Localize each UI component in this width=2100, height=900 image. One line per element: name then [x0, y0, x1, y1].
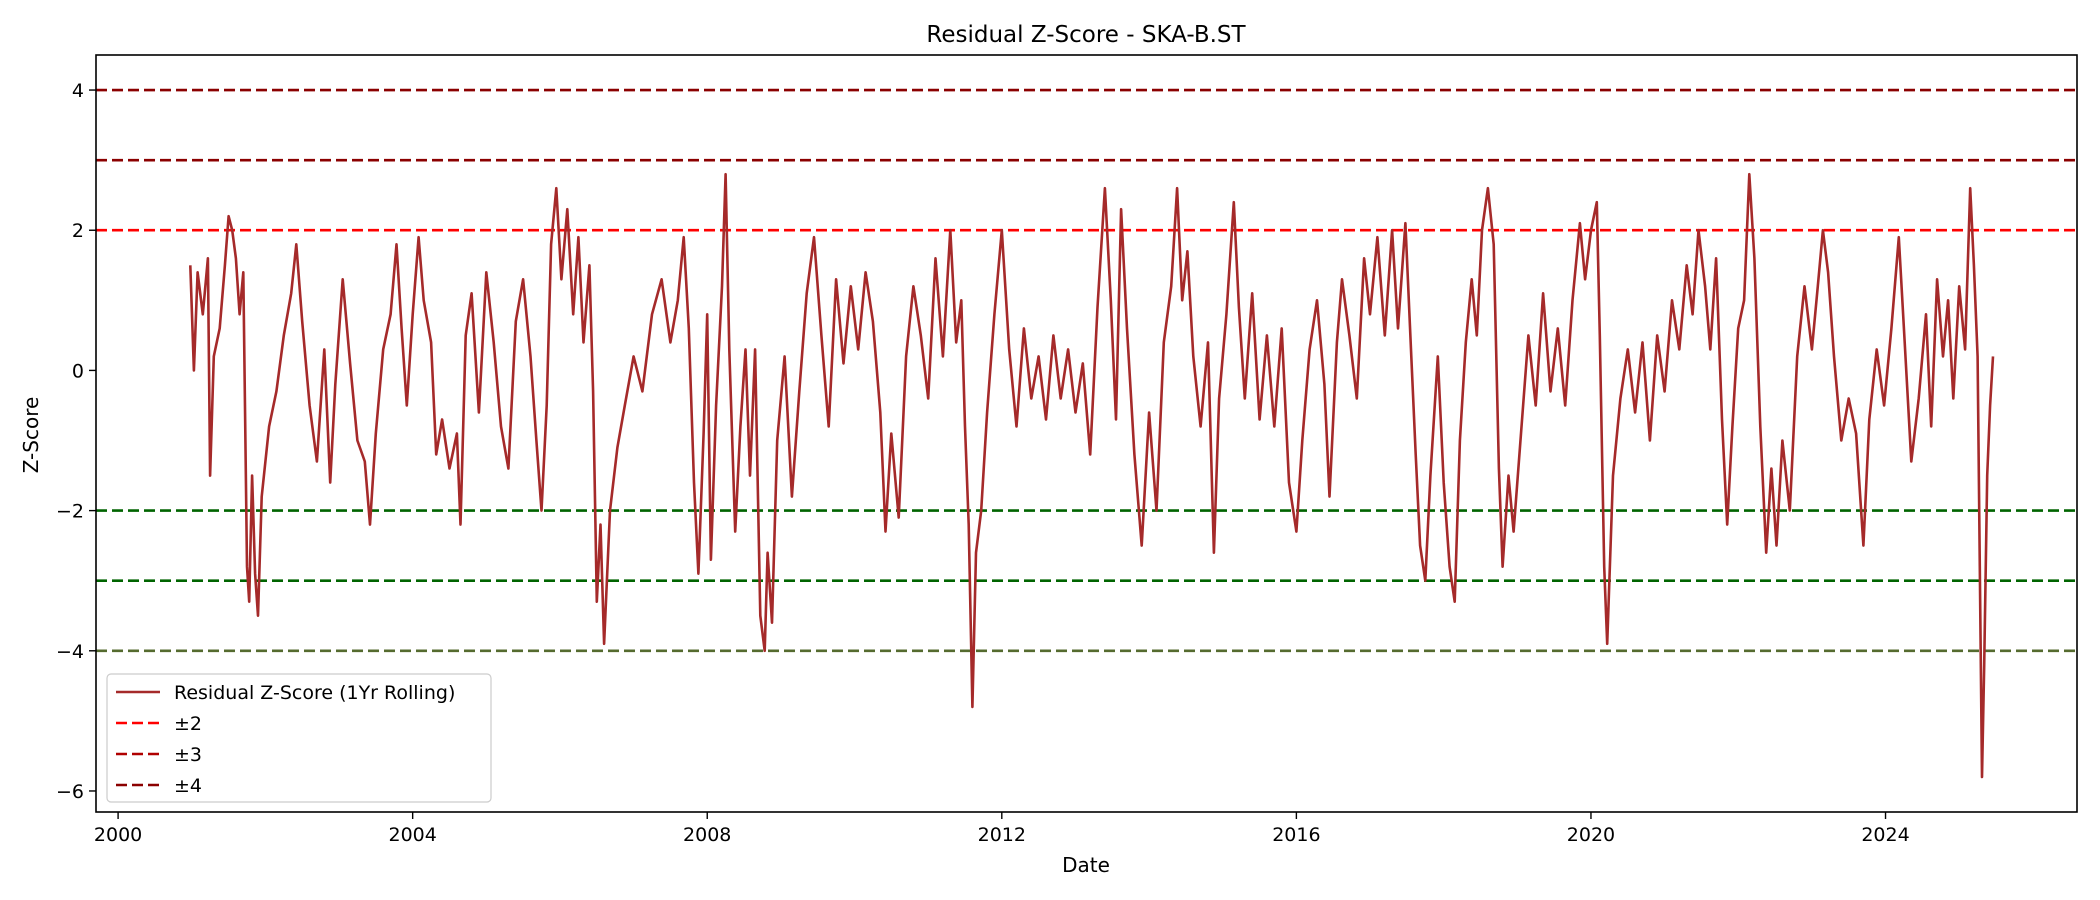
- x-tick-label: 2008: [683, 824, 731, 846]
- legend-label: ±4: [174, 775, 202, 797]
- x-tick-label: 2000: [94, 824, 142, 846]
- y-tick-label: −6: [56, 781, 84, 803]
- plot-area: 2000 2004 2008 2012 2016 2020 2024 4 2 0 −2 −4 −6: [56, 54, 2078, 846]
- x-tick-label: 2024: [1861, 824, 1909, 846]
- legend-label: ±2: [174, 713, 202, 735]
- series-line: [189, 172, 1995, 779]
- x-tick-label: 2016: [1272, 824, 1320, 846]
- y-tick-label: −2: [56, 501, 84, 523]
- legend-box: [106, 673, 492, 803]
- y-tick-label: 0: [72, 360, 84, 382]
- x-tick-label: 2004: [388, 824, 436, 846]
- legend-label: Residual Z-Score (1Yr Rolling): [174, 682, 455, 704]
- chart-title: Residual Z-Score - SKA-B.ST: [926, 22, 1246, 48]
- y-axis-label: Z-Score: [19, 397, 43, 474]
- y-tick-label: −4: [56, 641, 84, 663]
- x-tick-label: 2012: [978, 824, 1026, 846]
- y-tick-label: 4: [72, 80, 84, 102]
- legend: Residual Z-Score (1Yr Rolling) ±2 ±3 ±4: [106, 673, 492, 803]
- plot-frame: [95, 54, 2078, 813]
- y-tick-label: 2: [72, 220, 84, 242]
- legend-label: ±3: [174, 744, 202, 766]
- x-axis-label: Date: [1062, 853, 1110, 877]
- x-tick-label: 2020: [1567, 824, 1615, 846]
